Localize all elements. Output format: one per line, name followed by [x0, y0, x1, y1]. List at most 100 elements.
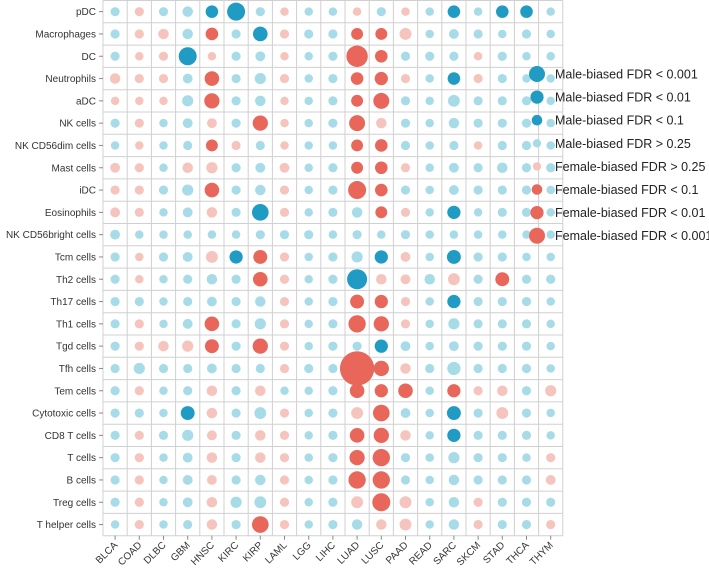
dot-eosinophils-lihc	[328, 207, 338, 217]
column-label-paad: PAAD	[384, 540, 411, 567]
dot-tcm-cells-thca	[522, 252, 531, 262]
dot-tfh-cells-thca	[521, 363, 532, 374]
dot-b-cells-paad	[400, 475, 411, 485]
dot-pdc-read	[425, 7, 434, 16]
dot-adc-blca	[110, 96, 120, 106]
dot-dc-read	[425, 51, 435, 61]
dot-cd8-t-cells-dlbc	[158, 430, 169, 440]
dot-treg-cells-gbm	[182, 497, 193, 508]
dot-treg-cells-thym	[546, 497, 556, 507]
dot-macrophages-thca	[521, 29, 532, 39]
dot-tcm-cells-sarc	[446, 249, 461, 264]
dot-tgd-cells-kirc	[231, 341, 241, 351]
dot-macrophages-dlbc	[158, 28, 169, 40]
dot-nk-cd56bright-cells-thym	[546, 230, 555, 239]
dot-tgd-cells-paad	[400, 341, 411, 352]
dot-th17-cells-skcm	[473, 296, 483, 307]
dot-eosinophils-skcm	[473, 208, 483, 217]
dot-nk-cells-stad	[497, 118, 507, 128]
column-label-dlbc: DLBC	[142, 540, 169, 567]
dot-cd8-t-cells-gbm	[182, 429, 194, 441]
dot-b-cells-kirp	[255, 474, 266, 486]
dot-pdc-laml	[280, 7, 289, 16]
dot-macrophages-lgg	[304, 29, 314, 39]
dot-t-helper-cells-thym	[546, 519, 556, 530]
dot-tfh-cells-kirc	[231, 363, 241, 374]
dot-mast-cells-kirp	[255, 162, 266, 173]
dot-mast-cells-gbm	[182, 162, 193, 174]
dot-pdc-skcm	[473, 7, 483, 16]
dot-macrophages-paad	[399, 28, 412, 40]
column-label-skcm: SKCM	[455, 540, 483, 568]
dot-tgd-cells-dlbc	[158, 340, 169, 352]
dot-idc-sarc	[448, 185, 459, 195]
dot-eosinophils-kirp	[251, 204, 269, 221]
dot-mast-cells-dlbc	[159, 163, 168, 172]
dot-idc-hnsc	[204, 182, 220, 198]
dot-b-cells-hnsc	[206, 475, 217, 485]
dot-macrophages-skcm	[473, 29, 483, 39]
dot-nk-cd56dim-cells-luad	[351, 139, 364, 152]
dot-t-cells-thca	[522, 453, 531, 462]
dot-pdc-lihc	[328, 7, 338, 16]
dot-idc-thym	[546, 185, 555, 195]
dot-nk-cd56dim-cells-lgg	[304, 141, 313, 150]
dot-nk-cd56dim-cells-thym	[546, 141, 555, 150]
dot-cd8-t-cells-kirp	[255, 430, 266, 441]
dot-treg-cells-dlbc	[159, 498, 168, 507]
dot-t-helper-cells-kirp	[251, 516, 269, 533]
dot-nk-cells-thca	[521, 118, 532, 128]
dot-neutrophils-sarc	[447, 72, 461, 85]
dot-cytotoxic-cells-hnsc	[206, 407, 218, 419]
dot-nk-cd56dim-cells-paad	[400, 140, 411, 151]
dot-macrophages-hnsc	[205, 27, 219, 41]
dot-t-cells-gbm	[182, 452, 193, 463]
dot-tcm-cells-coad	[135, 252, 144, 262]
dot-mast-cells-laml	[279, 162, 290, 173]
dot-macrophages-read	[425, 29, 434, 39]
dot-dc-hnsc	[207, 52, 217, 61]
dot-mast-cells-hnsc	[206, 162, 218, 174]
dot-th1-cells-read	[425, 319, 434, 329]
dot-tgd-cells-read	[425, 341, 434, 351]
dot-nk-cd56dim-cells-sarc	[449, 140, 459, 151]
dot-mast-cells-sarc	[448, 162, 459, 173]
dot-tfh-cells-hnsc	[206, 363, 217, 374]
dot-treg-cells-skcm	[473, 497, 483, 507]
dot-eosinophils-hnsc	[206, 207, 218, 218]
dot-th2-cells-stad	[495, 272, 510, 287]
dot-cytotoxic-cells-read	[425, 408, 434, 418]
row-label-nk-cd56dim-cells: NK CD56dim cells	[15, 141, 96, 152]
dot-nk-cd56dim-cells-blca	[110, 141, 120, 150]
dot-nk-cd56bright-cells-luad	[352, 230, 362, 240]
dot-nk-cd56dim-cells-hnsc	[205, 139, 218, 152]
dot-cytotoxic-cells-blca	[110, 408, 120, 418]
dot-th17-cells-gbm	[183, 296, 193, 307]
legend-swatch-1	[530, 90, 544, 104]
dot-treg-cells-stad	[497, 497, 507, 507]
dot-dc-thym	[546, 52, 555, 61]
dot-nk-cd56dim-cells-skcm	[473, 141, 483, 150]
dot-nk-cells-sarc	[448, 117, 460, 129]
dot-nk-cells-hnsc	[206, 118, 217, 129]
dot-dc-paad	[400, 51, 411, 61]
dot-treg-cells-kirp	[254, 496, 267, 509]
dot-nk-cd56bright-cells-lgg	[304, 230, 314, 240]
dot-idc-stad	[497, 185, 507, 195]
row-label-dc: DC	[82, 52, 96, 63]
dot-cd8-t-cells-sarc	[447, 428, 461, 442]
dot-eosinophils-lgg	[304, 208, 313, 217]
dot-tfh-cells-thym	[546, 364, 555, 373]
legend-swatch-7	[529, 227, 545, 244]
row-label-tfh-cells: Tfh cells	[59, 364, 96, 375]
dot-treg-cells-laml	[279, 497, 290, 507]
dot-t-cells-dlbc	[159, 453, 168, 462]
dot-th17-cells-thca	[521, 296, 532, 307]
dot-markers	[109, 2, 557, 533]
dot-cytotoxic-cells-kirp	[254, 407, 267, 419]
dot-tem-cells-skcm	[473, 386, 483, 396]
dot-adc-stad	[497, 96, 507, 106]
legend-label-7: Female-biased FDR < 0.001	[555, 229, 709, 243]
dot-treg-cells-kirc	[230, 496, 242, 508]
